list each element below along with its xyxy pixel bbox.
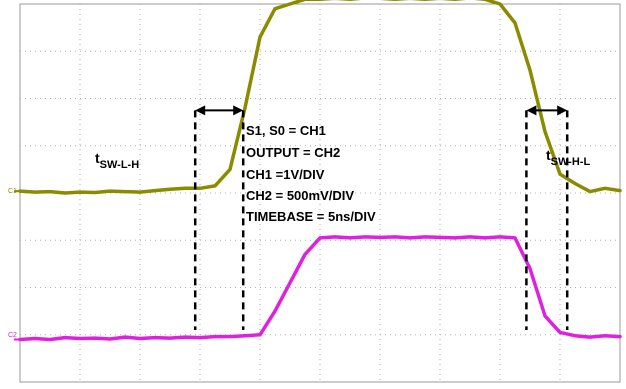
t-sw-h-l-label: tSW-H-L <box>546 147 590 168</box>
info-text: S1, S0 = CH1 OUTPUT = CH2 CH1 =1V/DIV CH… <box>246 123 376 224</box>
timing-markers <box>193 105 569 331</box>
arrow-head-right <box>233 105 244 116</box>
t-sw-l-h-sub: SW-L-H <box>100 159 140 171</box>
t-sw-l-h-label: tSW-L-H <box>95 150 139 171</box>
info-line-3: CH1 =1V/DIV <box>246 167 325 182</box>
arrow-head-left <box>195 105 206 116</box>
t-sw-l-h-main: t <box>95 150 100 166</box>
info-line-1: S1, S0 = CH1 <box>246 123 326 138</box>
trace-c2 <box>18 235 622 342</box>
traces <box>14 0 622 342</box>
info-line-5: TIMEBASE = 5ns/DIV <box>246 209 376 224</box>
t-sw-h-l-main: t <box>546 147 551 163</box>
grid <box>20 4 620 382</box>
channel-2-label: C2 <box>8 332 17 339</box>
info-line-2: OUTPUT = CH2 <box>246 145 340 160</box>
channel-1-label: C1 <box>8 188 17 195</box>
t-sw-h-l-sub: SW-H-L <box>551 156 591 168</box>
arrow-head-right <box>557 105 568 116</box>
trace-c1 <box>18 0 622 195</box>
info-line-4: CH2 = 500mV/DIV <box>246 188 354 203</box>
arrow-head-left <box>526 105 537 116</box>
